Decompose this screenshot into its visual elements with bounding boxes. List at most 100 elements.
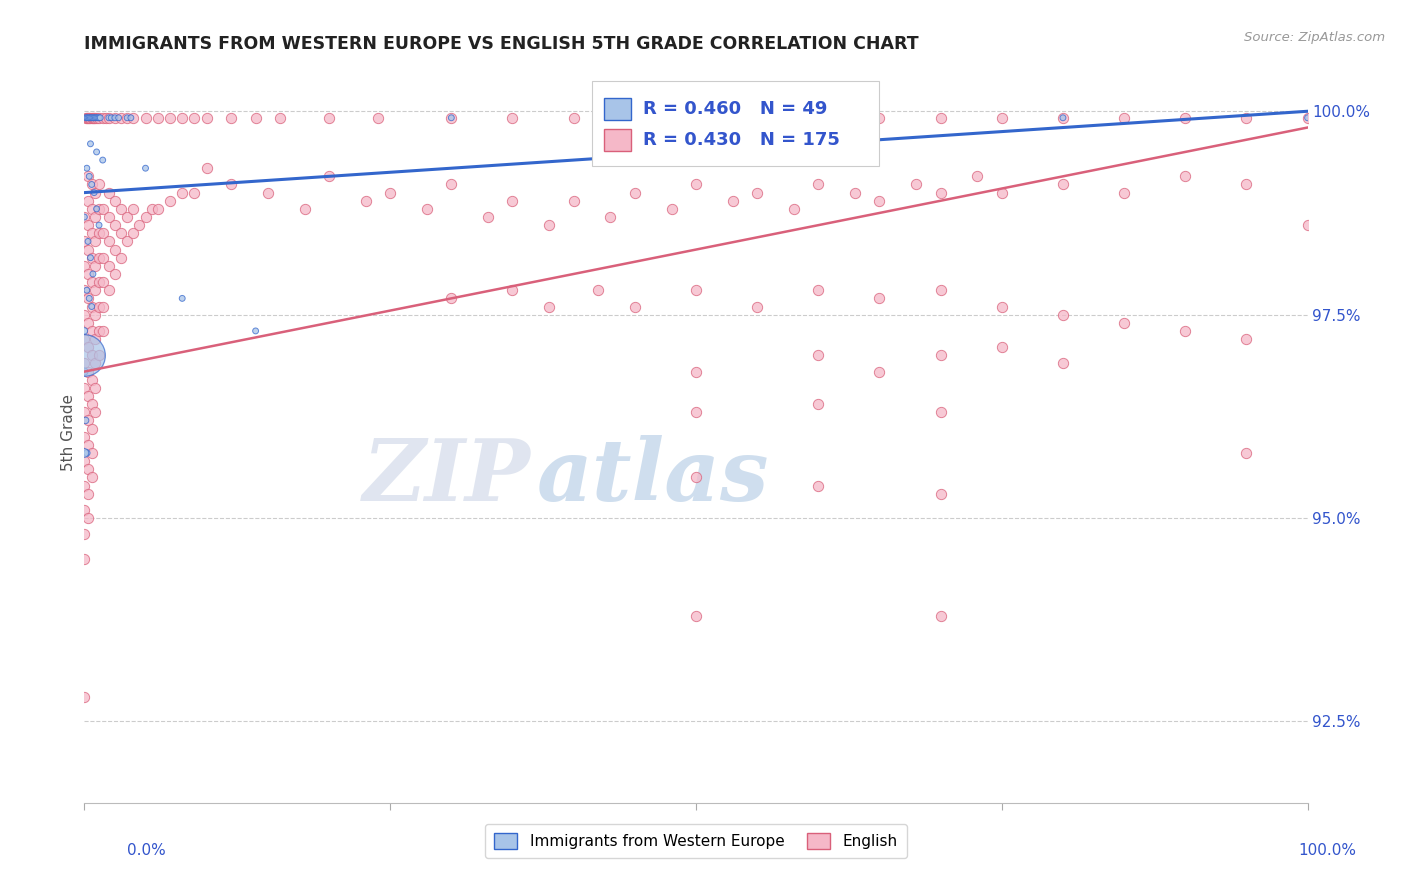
Point [77,413,100,427]
Point [440,292,463,306]
Point [97,259,120,273]
Point [245,111,267,125]
Point [77,111,100,125]
Point [929,486,952,500]
Point [80,470,103,484]
Point [195,111,218,125]
Point [477,210,499,224]
Point [929,608,952,623]
Point [77,486,100,500]
Point [122,202,145,216]
Point [73,430,96,444]
Point [1236,446,1258,460]
Point [502,283,524,297]
Point [87,275,110,289]
Point [83,186,105,200]
Point [869,292,891,306]
Point [75,111,97,125]
Point [80,111,103,125]
Point [807,478,830,492]
Point [87,227,110,241]
Point [159,111,181,125]
Point [807,283,830,297]
Point [1296,218,1319,232]
Point [79,136,101,151]
Point [685,111,707,125]
Point [146,111,169,125]
Point [97,111,120,125]
Point [869,111,891,125]
Point [77,316,100,330]
Point [91,202,114,216]
Point [77,340,100,354]
Point [159,194,181,208]
Point [747,186,769,200]
Point [135,161,157,176]
Point [122,227,145,241]
Point [91,324,114,338]
Point [80,251,103,265]
Point [80,446,103,460]
Point [1052,111,1074,125]
Point [91,227,114,241]
Point [80,275,103,289]
Point [82,111,104,125]
Point [87,251,110,265]
Point [86,111,108,125]
Point [91,275,114,289]
Point [80,111,103,125]
Point [245,324,267,338]
Point [97,235,120,249]
Point [135,210,157,224]
Point [84,356,107,370]
Point [110,202,132,216]
Point [991,300,1014,314]
Point [75,413,97,427]
Point [991,186,1014,200]
Point [747,111,769,125]
Point [991,111,1014,125]
Point [80,324,103,338]
Point [80,178,103,192]
Point [84,381,107,395]
Point [502,194,524,208]
Point [77,292,100,306]
Point [87,202,110,216]
Point [73,324,96,338]
Text: Source: ZipAtlas.com: Source: ZipAtlas.com [1244,31,1385,45]
Point [183,111,205,125]
Point [1236,111,1258,125]
Point [869,365,891,379]
Point [97,210,120,224]
Point [75,111,97,125]
Point [624,111,647,125]
Point [115,111,138,125]
Point [269,111,291,125]
Point [929,111,952,125]
Point [80,202,103,216]
Point [73,348,96,362]
Point [91,153,114,167]
Point [77,111,100,125]
Point [869,194,891,208]
Point [141,202,163,216]
Point [80,373,103,387]
Point [685,470,707,484]
Point [73,405,96,419]
Point [87,218,110,232]
Point [1174,324,1197,338]
Point [929,186,952,200]
Point [562,194,585,208]
Point [807,348,830,362]
Point [219,111,242,125]
Point [807,111,830,125]
Point [76,446,98,460]
Point [76,161,98,176]
Point [110,111,132,125]
Point [77,389,100,403]
Point [721,194,744,208]
Point [79,251,101,265]
Point [120,111,142,125]
Point [1052,111,1074,125]
Point [104,111,127,125]
